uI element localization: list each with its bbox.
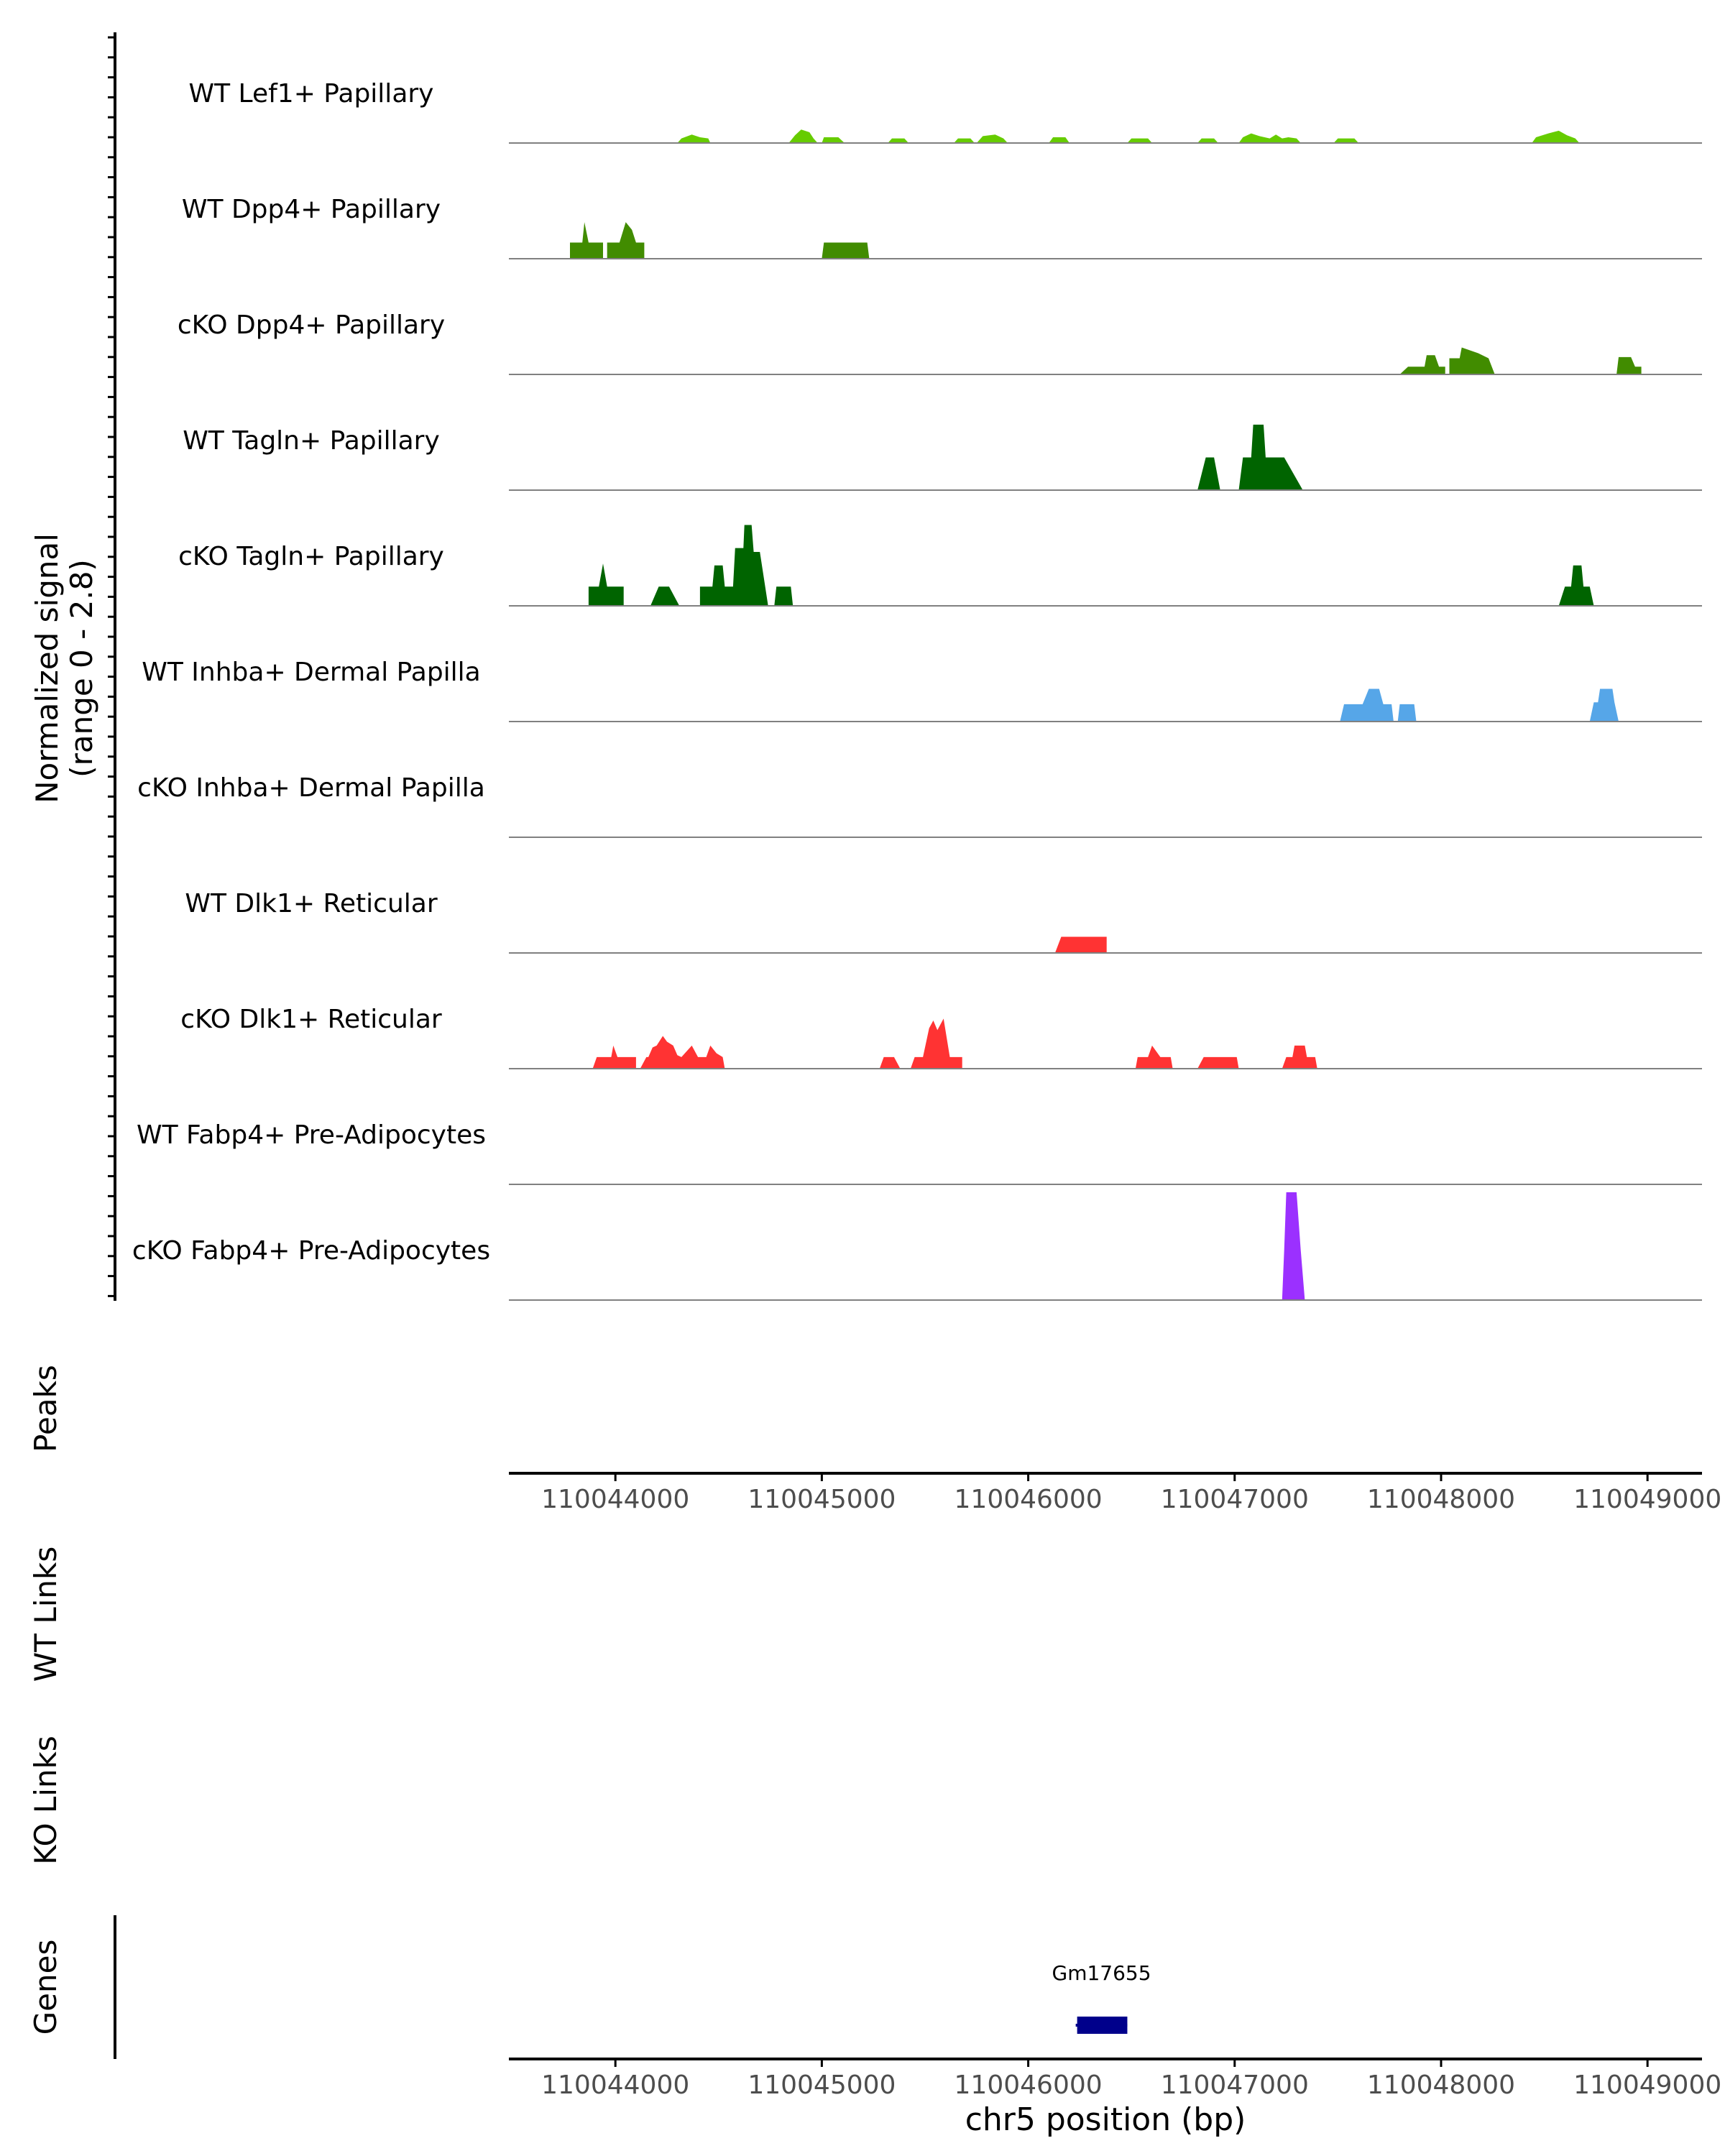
x-axis-bottom: 110044000 110045000 110046000 110047000 1100…: [541, 2059, 1721, 2100]
track-label: cKO Dlk1+ Reticular: [180, 1005, 442, 1034]
coverage-tracks: WT Lef1+ Papillary WT Dpp4+ Papillary cKO …: [132, 79, 1702, 1301]
y-axis-title-line1: Normalized signal: [29, 533, 65, 803]
coverage-area: [592, 1018, 1317, 1069]
x-tick-label: 110049000: [1573, 1485, 1721, 1514]
coverage-area: [1282, 1192, 1305, 1300]
gene-annotations: Gm17655: [1052, 1961, 1151, 2034]
track-label: WT Inhba+ Dermal Papilla: [142, 658, 480, 687]
x-tick-label: 110044000: [541, 1485, 689, 1514]
track-label: cKO Inhba+ Dermal Papilla: [137, 773, 485, 803]
wt-links-track-label: WT Links: [28, 1547, 63, 1682]
gene-label: Gm17655: [1052, 1961, 1151, 1985]
coverage-area: [1340, 688, 1619, 722]
track-label: cKO Dpp4+ Papillary: [178, 310, 445, 340]
x-tick-label: 110046000: [954, 2070, 1103, 2100]
coverage-area: [570, 222, 870, 259]
x-tick-label: 110045000: [748, 2070, 896, 2100]
x-tick-label: 110047000: [1161, 2070, 1309, 2100]
y-axis-title-line2: (range 0 - 2.8): [64, 559, 99, 778]
track-label: WT Dlk1+ Reticular: [185, 889, 437, 918]
x-axis-title: chr5 position (bp): [965, 2101, 1246, 2138]
gene-body: [1077, 2017, 1128, 2034]
track-label: WT Fabp4+ Pre-Adipocytes: [137, 1120, 486, 1150]
coverage-area: [1054, 936, 1107, 953]
x-tick-label: 110048000: [1367, 1485, 1515, 1514]
ko-links-track-label: KO Links: [28, 1736, 63, 1865]
x-tick-label: 110048000: [1367, 2070, 1515, 2100]
x-tick-label: 110047000: [1161, 1485, 1309, 1514]
track-label: cKO Tagln+ Papillary: [178, 542, 444, 571]
coverage-area: [1197, 424, 1303, 490]
x-tick-label: 110044000: [541, 2070, 689, 2100]
coverage-area: [588, 525, 1594, 606]
track-label: WT Dpp4+ Papillary: [182, 195, 441, 224]
coverage-area: [1399, 347, 1642, 374]
x-tick-label: 110049000: [1573, 2070, 1721, 2100]
peaks-track-label: Peaks: [28, 1365, 63, 1452]
coverage-area: [677, 129, 1580, 143]
y-axis-ticks: [108, 36, 115, 1297]
track-label: WT Tagln+ Papillary: [183, 426, 440, 456]
track-label: WT Lef1+ Papillary: [189, 79, 434, 109]
x-tick-label: 110046000: [954, 1485, 1103, 1514]
x-axis-top: 110044000 110045000 110046000 110047000 1100…: [541, 1473, 1721, 1514]
genes-track-label: Genes: [28, 1940, 63, 2035]
track-label: cKO Fabp4+ Pre-Adipocytes: [132, 1236, 490, 1266]
x-tick-label: 110045000: [748, 1485, 896, 1514]
